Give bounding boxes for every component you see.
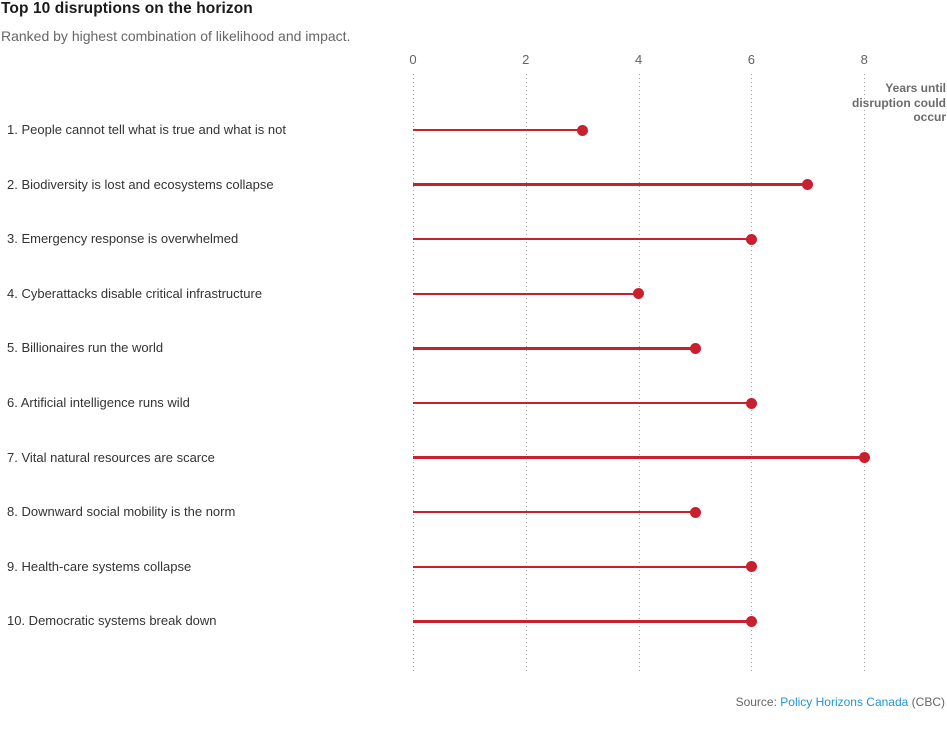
lollipop-line (413, 565, 752, 569)
category-label: 1. People cannot tell what is true and w… (7, 122, 286, 137)
lollipop-dot (745, 561, 757, 573)
lollipop-dot (745, 233, 757, 245)
lollipop-dot (689, 506, 701, 518)
gridline (638, 74, 640, 672)
category-label: 9. Health-care systems collapse (7, 558, 192, 574)
chart-title: Top 10 disruptions on the horizon (1, 0, 253, 17)
lollipop-line (413, 347, 695, 350)
lollipop-dot (633, 288, 645, 300)
gridline (864, 74, 866, 672)
category-label: 2. Biodiversity is lost and ecosystems c… (7, 176, 274, 192)
gridline (751, 74, 753, 672)
gridline (525, 74, 527, 672)
lollipop-dot (689, 342, 701, 354)
category-label: 8. Downward social mobility is the norm (7, 504, 236, 520)
lollipop-dot (858, 452, 870, 464)
category-label: 7. Vital natural resources are scarce (7, 449, 215, 465)
lollipop-line (413, 510, 695, 514)
lollipop-line (413, 237, 752, 241)
category-label: 10. Democratic systems break down (7, 613, 217, 629)
category-label: 4. Cyberattacks disable critical infrast… (7, 285, 263, 301)
source-prefix: Source: (735, 695, 781, 709)
lollipop-line (413, 401, 752, 405)
x-tick-label: 8 (860, 52, 868, 67)
lollipop-line (413, 620, 752, 623)
x-tick-label: 0 (409, 52, 417, 67)
source-link[interactable]: Policy Horizons Canada (780, 695, 909, 709)
x-tick-label: 2 (522, 52, 530, 67)
lollipop-line (413, 183, 808, 186)
category-label: 6. Artificial intelligence runs wild (7, 395, 190, 410)
lollipop-dot (745, 397, 757, 409)
lollipop-line (413, 292, 639, 296)
chart-subtitle: Ranked by highest combination of likelih… (1, 28, 351, 44)
source-suffix: (CBC) (908, 695, 945, 709)
category-label: 3. Emergency response is overwhelmed (7, 231, 239, 247)
lollipop-line (413, 128, 583, 132)
x-tick-label: 6 (747, 52, 755, 67)
source-note: Source: Policy Horizons Canada (CBC) (736, 695, 945, 709)
x-axis-label: Years until disruption could occur (852, 81, 946, 124)
lollipop-dot (802, 179, 814, 191)
category-label: 5. Billionaires run the world (7, 340, 164, 356)
lollipop-dot (576, 124, 588, 136)
gridline (413, 74, 414, 672)
x-tick-label: 4 (634, 52, 643, 67)
lollipop-line (413, 456, 865, 459)
lollipop-dot (745, 615, 757, 627)
